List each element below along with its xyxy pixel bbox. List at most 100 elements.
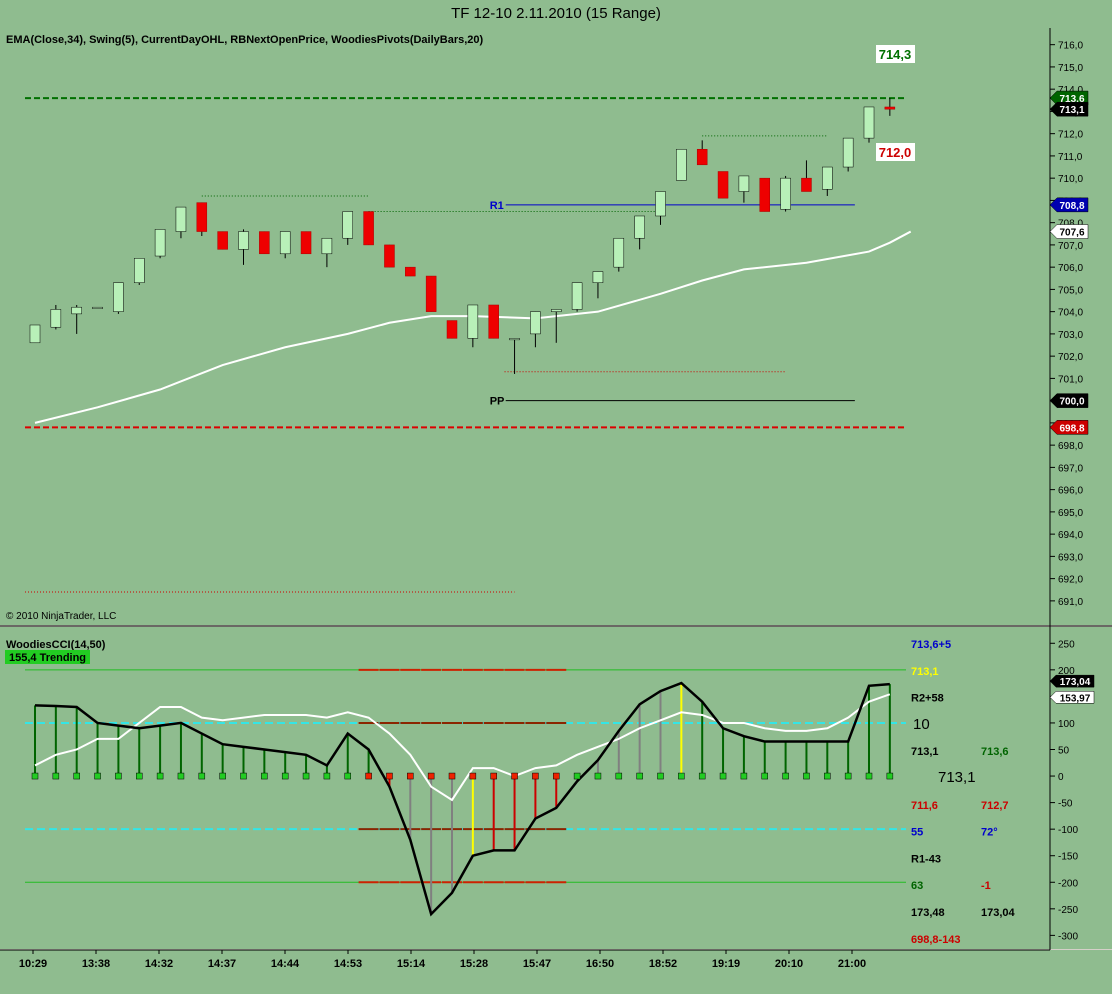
price-tick-label: 693,0 <box>1058 552 1083 563</box>
cci-zero-marker <box>698 772 706 780</box>
cci-tick-label: -250 <box>1058 905 1078 916</box>
cci-zero-marker <box>73 772 80 780</box>
cci-tick-label: -150 <box>1058 852 1078 863</box>
turbo-cci-line <box>34 693 891 802</box>
candle-up <box>154 229 166 257</box>
price-badge-text: 708,8 <box>1059 201 1084 212</box>
price-tick-label: 696,0 <box>1058 486 1083 497</box>
candle-down <box>696 148 708 166</box>
candle-up <box>113 282 124 312</box>
price-tick-label: 692,0 <box>1058 575 1083 586</box>
price-tick-label: 704,0 <box>1058 308 1083 319</box>
candle-up <box>134 258 145 283</box>
cci-info-labels: 713,6+5 713,1 R2+58 713,1 713,6 711,6 712,7 55 7… <box>911 639 1016 946</box>
cci-zero-marker <box>532 772 539 780</box>
price-tick-label: 708,0 <box>1058 219 1083 230</box>
cci-zero-marker <box>302 772 310 780</box>
price-tick-label: 697,0 <box>1058 463 1083 474</box>
candle-up <box>530 311 541 335</box>
price-badge-box <box>1049 197 1089 213</box>
candle-down <box>425 275 437 312</box>
cci-info-text: 173,04 <box>981 907 1016 919</box>
price-badge-text: 713,6 <box>1059 94 1084 105</box>
candle-down <box>217 231 228 250</box>
candle-up <box>634 215 645 239</box>
price-badge-box <box>1049 420 1089 435</box>
cci-status-text: 155,4 Trending <box>9 652 86 664</box>
indicator-list: EMA(Close,34), Swing(5), CurrentDayOHL, … <box>6 34 484 46</box>
time-tick-label: 14:44 <box>271 958 300 970</box>
price-badge-box <box>1049 224 1089 239</box>
cci-info-text: 55 <box>911 827 923 839</box>
cci-zero-marker <box>844 772 852 780</box>
candle-up <box>467 304 479 339</box>
cci-zero-marker <box>490 772 497 780</box>
cci-panel-background <box>0 627 1050 949</box>
cci-info-text: 698,8-143 <box>911 934 961 946</box>
price-tick-label: 707,0 <box>1058 241 1083 252</box>
cci-zero-marker <box>386 772 393 780</box>
cci-tick-label: -300 <box>1058 931 1078 942</box>
candle-up <box>592 271 604 283</box>
cci-zero-marker <box>156 772 164 780</box>
cci-lines <box>34 681 891 917</box>
cci-info-text: 713,6 <box>981 746 1009 758</box>
cci-zero-marker <box>115 772 122 780</box>
cci-info-text: 713,1 <box>911 666 939 678</box>
time-tick-label: 14:37 <box>208 958 236 970</box>
price-tick-label: 710,0 <box>1058 174 1083 185</box>
cci-zero-marker <box>824 772 831 780</box>
cci-zero-marker <box>136 772 143 780</box>
window-title: TF 12-10 2.11.2010 (15 Range) <box>0 0 1112 28</box>
cci-zero-marker <box>198 772 206 780</box>
cci-tick-label: 250 <box>1058 639 1075 650</box>
cci-zero-marker <box>886 772 894 780</box>
candle-up <box>50 309 62 328</box>
cci-zero-marker <box>448 772 456 780</box>
cci-info-text: 173,48 <box>911 907 945 919</box>
cci-zero-marker <box>615 772 623 780</box>
floating-low-box <box>876 143 915 161</box>
candle-up <box>863 106 875 139</box>
cci-zero-marker <box>761 772 768 780</box>
cci-zero-marker <box>719 772 727 780</box>
price-tick-label: 698,0 <box>1058 441 1083 452</box>
price-badge-text: 707,6 <box>1059 228 1084 239</box>
cci-bar-count: 10 <box>913 716 930 733</box>
cci-zero-marker <box>740 772 748 780</box>
cci-tick-label: -50 <box>1058 799 1073 810</box>
candle-up <box>92 306 103 309</box>
cci-badge-text: 173,04 <box>1060 677 1091 688</box>
cci-zero-marker <box>52 772 60 780</box>
time-tick-label: 10:29 <box>19 958 47 970</box>
price-badge-text: 700,0 <box>1059 397 1084 408</box>
price-tick-label: 702,0 <box>1058 352 1083 363</box>
cci-status-box <box>5 650 90 664</box>
cci-zero-marker <box>344 772 351 780</box>
cci-line <box>34 681 890 917</box>
price-tick-label: 712,0 <box>1058 130 1083 141</box>
cci-axis-badges: 173,04 153,97 <box>1049 674 1095 704</box>
candle-up <box>571 282 583 310</box>
candle-up <box>509 338 520 341</box>
candle-down <box>384 244 395 268</box>
pivot-lines: R1 PP <box>490 200 855 408</box>
time-tick-label: 14:53 <box>334 958 362 970</box>
cci-title: WoodiesCCI(14,50) <box>6 639 106 651</box>
cci-zero-marker <box>177 772 185 780</box>
cci-zero-marker <box>323 772 331 780</box>
swing-levels <box>25 97 906 593</box>
cci-zero-marker <box>657 772 664 780</box>
pivot-label-r1: R1 <box>490 200 504 212</box>
price-tick-label: 706,0 <box>1058 263 1083 274</box>
candlesticks <box>29 98 896 374</box>
floating-high-box <box>876 45 915 63</box>
price-badge-box <box>1049 101 1089 117</box>
price-tick-label: 701,0 <box>1058 374 1083 385</box>
cci-zero-marker <box>94 772 101 780</box>
candle-down <box>884 106 896 110</box>
cci-big-price: 713,1 <box>938 769 976 786</box>
price-badge-text: 713,1 <box>1059 105 1084 116</box>
candle-down <box>446 320 458 339</box>
